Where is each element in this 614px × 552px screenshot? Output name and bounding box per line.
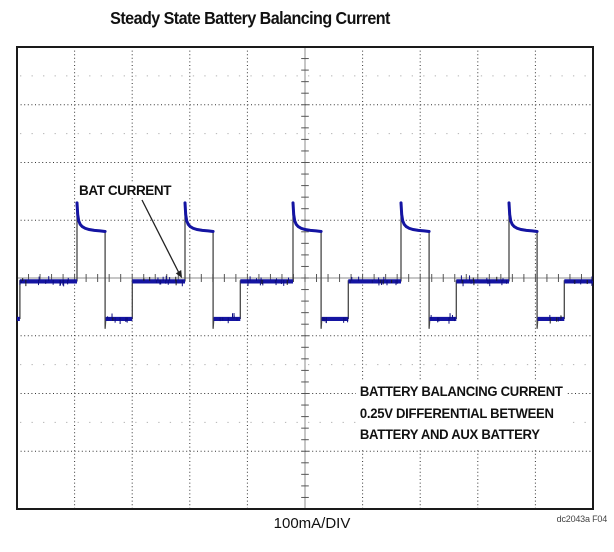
waveform-plateau — [507, 201, 539, 233]
trace-label: BAT CURRENT — [77, 183, 174, 198]
waveform-plateau — [183, 201, 215, 233]
waveform-plateau — [291, 201, 323, 233]
figure-title: Steady State Battery Balancing Current — [110, 8, 390, 28]
trace-label-leader — [141, 199, 182, 277]
annotation-line: 0.25V DIFFERENTIAL BETWEEN — [359, 405, 554, 421]
scale-label: 100mA/DIV — [273, 515, 351, 532]
figure-id: dc2043a F04 — [556, 514, 608, 524]
waveform-plateau — [75, 201, 107, 233]
annotation-line: BATTERY BALANCING CURRENT — [359, 384, 563, 399]
annotation-block: BATTERY BALANCING CURRENT 0.25V DIFFEREN… — [356, 380, 568, 448]
annotation-line: BATTERY AND AUX BATTERY — [359, 427, 540, 443]
waveform-plateau — [399, 201, 431, 233]
leader-arrowhead — [175, 270, 182, 278]
